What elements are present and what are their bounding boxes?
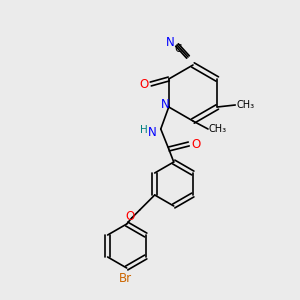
Text: N: N	[166, 35, 174, 49]
Text: O: O	[139, 77, 148, 91]
Text: Br: Br	[119, 272, 132, 284]
Text: CH₃: CH₃	[236, 100, 254, 110]
Text: C: C	[174, 44, 182, 54]
Text: N: N	[160, 98, 169, 112]
Text: O: O	[125, 209, 134, 223]
Text: O: O	[191, 137, 200, 151]
Text: N: N	[147, 125, 156, 139]
Text: CH₃: CH₃	[209, 124, 227, 134]
Text: H: H	[140, 125, 148, 135]
